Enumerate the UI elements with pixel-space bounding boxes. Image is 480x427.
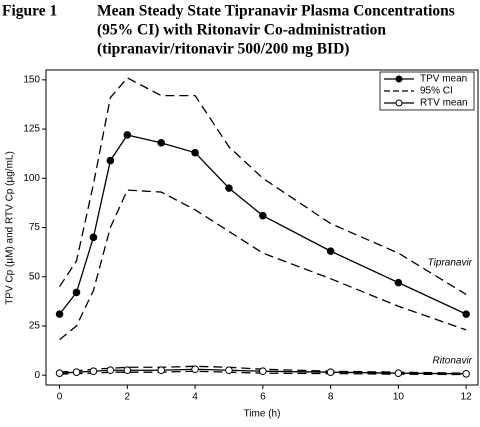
legend-marker (395, 99, 403, 107)
data-point (225, 366, 233, 375)
data-point (326, 247, 335, 255)
x-tick-label: 2 (125, 392, 131, 403)
data-point (55, 310, 64, 318)
legend-label: RTV mean (420, 98, 468, 109)
legend-label: TPV mean (420, 74, 467, 85)
data-point (72, 288, 81, 297)
data-point (106, 366, 115, 375)
x-tick-label: 10 (393, 392, 405, 403)
x-axis-label: Time (h) (244, 409, 281, 420)
y-tick-label: 50 (29, 271, 41, 282)
y-tick-label: 150 (23, 74, 40, 85)
data-point (394, 369, 403, 377)
data-point (259, 211, 267, 220)
x-tick-label: 12 (461, 392, 473, 403)
data-point (259, 367, 267, 376)
chart-title: (95% CI) with Ritonavir Co-administratio… (97, 22, 386, 39)
data-point (89, 367, 98, 376)
y-tick-label: 25 (29, 321, 41, 332)
y-axis-label: TPV Cp (µM) and RTV Cp (µg/mL) (5, 151, 16, 305)
annotation: Tipranavir (428, 258, 473, 269)
data-point (191, 365, 199, 374)
data-point (394, 278, 403, 287)
x-tick-label: 8 (328, 392, 334, 403)
data-point (55, 369, 64, 377)
annotation: Ritonavir (433, 356, 473, 367)
legend-label: 95% CI (420, 86, 453, 97)
data-point (225, 184, 233, 192)
data-point (157, 366, 165, 375)
data-point (123, 366, 132, 375)
ci-line (59, 77, 467, 295)
data-point (462, 369, 470, 378)
x-tick-label: 0 (57, 392, 63, 403)
y-tick-label: 100 (23, 173, 40, 184)
data-point (462, 310, 470, 318)
y-tick-label: 0 (34, 370, 40, 381)
x-tick-label: 4 (192, 392, 198, 403)
data-point (89, 233, 98, 242)
data-point (191, 148, 199, 157)
y-tick-label: 125 (23, 124, 40, 135)
data-point (123, 131, 132, 139)
chart-title: (tipranavir/ritonavir 500/200 mg BID) (97, 41, 349, 58)
data-point (326, 368, 335, 377)
data-point (106, 156, 115, 165)
x-tick-label: 6 (260, 392, 266, 403)
mean-line (59, 134, 467, 315)
figure-label: Figure 1 (2, 3, 57, 20)
data-point (157, 139, 165, 147)
y-tick-label: 75 (29, 222, 41, 233)
chart-title: Mean Steady State Tipranavir Plasma Conc… (97, 3, 455, 20)
data-point (72, 368, 81, 377)
legend-marker (395, 75, 403, 83)
